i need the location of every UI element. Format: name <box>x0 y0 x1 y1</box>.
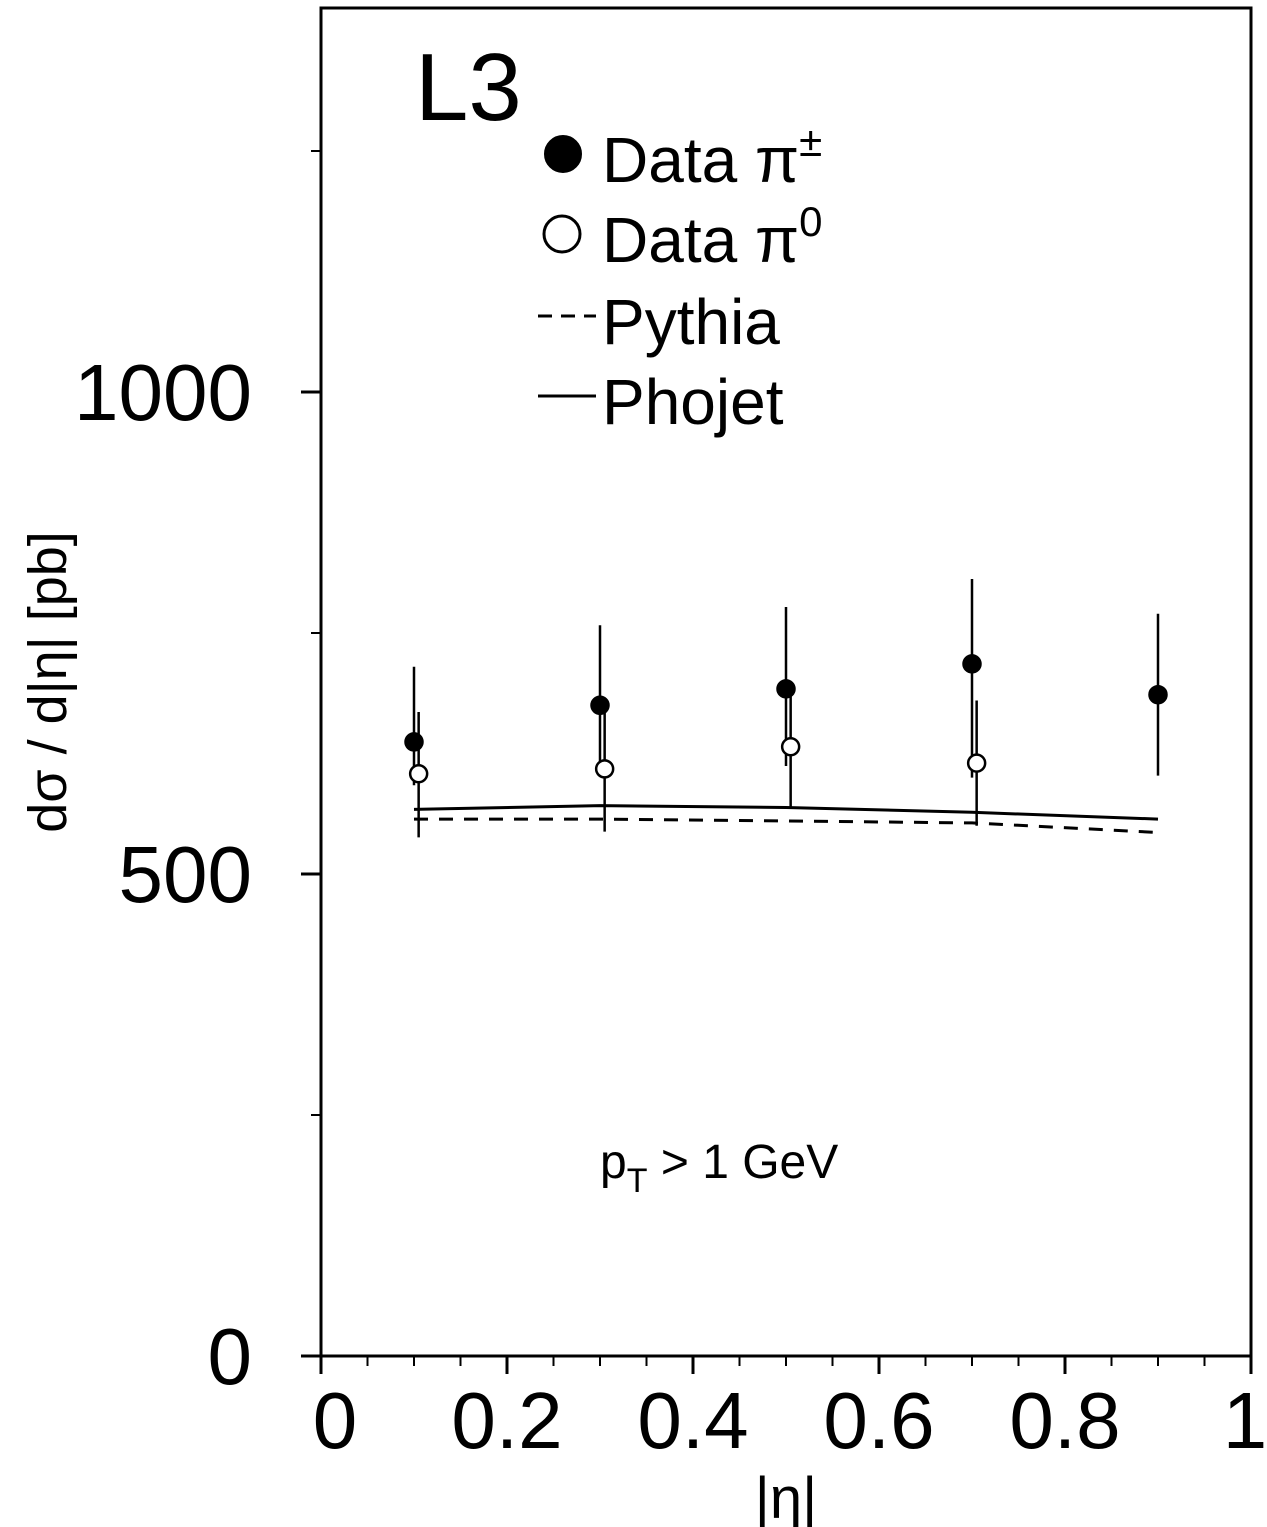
y-tick-label: 0 <box>208 1312 253 1401</box>
legend-entry: Phojet <box>538 366 784 438</box>
x-tick-label: 0.4 <box>637 1376 748 1465</box>
x-tick-label: 0.6 <box>823 1376 934 1465</box>
legend-label: Data π± <box>602 118 822 196</box>
model-lines <box>413 804 1159 834</box>
charged-pion-point <box>590 695 610 716</box>
neutral-pion-point <box>780 737 801 757</box>
pythia-curve <box>414 817 1159 834</box>
legend-entry: Pythia <box>538 286 780 358</box>
neutral-pion-point <box>594 759 615 779</box>
legend: Data π±Data π0 Pythia Phojet <box>538 118 822 438</box>
charged-pion-point <box>962 654 982 674</box>
legend-label: Data π0 <box>602 198 822 276</box>
x-tick-label: 1 <box>1223 1376 1267 1465</box>
phojet-curve <box>413 804 1159 821</box>
data-points <box>404 654 1168 784</box>
experiment-label: L3 <box>415 34 522 141</box>
charged-pion-point <box>1148 684 1168 705</box>
legend-open-circle-marker <box>542 214 582 254</box>
minor-ticks <box>311 150 1206 1366</box>
tick-labels: 0 0.2 0.4 0.6 0.8 1 0 500 1000 <box>74 348 1267 1465</box>
charged-pion-point <box>404 732 424 752</box>
error-bars <box>412 579 1160 838</box>
x-tick-label: 0 <box>313 1376 358 1465</box>
y-tick-label: 500 <box>119 830 252 919</box>
charged-pion-point <box>776 679 796 699</box>
legend-entry: Data π0 <box>542 198 822 276</box>
y-axis-title: dσ / d|η| [pb] <box>18 531 78 833</box>
x-axis-title: |η| <box>755 1466 817 1527</box>
legend-filled-circle-marker <box>544 135 582 173</box>
neutral-pion-point <box>966 753 987 773</box>
x-tick-label: 0.8 <box>1009 1376 1120 1465</box>
y-tick-label: 1000 <box>74 348 252 437</box>
legend-label: Phojet <box>602 366 784 438</box>
pt-cut-annotation: pT > 1 GeV <box>600 1136 838 1200</box>
neutral-pion-point <box>408 763 429 784</box>
legend-entry: Data π± <box>544 118 822 196</box>
major-ticks <box>301 390 1253 1374</box>
x-tick-label: 0.2 <box>451 1376 562 1465</box>
legend-label: Pythia <box>602 286 780 358</box>
